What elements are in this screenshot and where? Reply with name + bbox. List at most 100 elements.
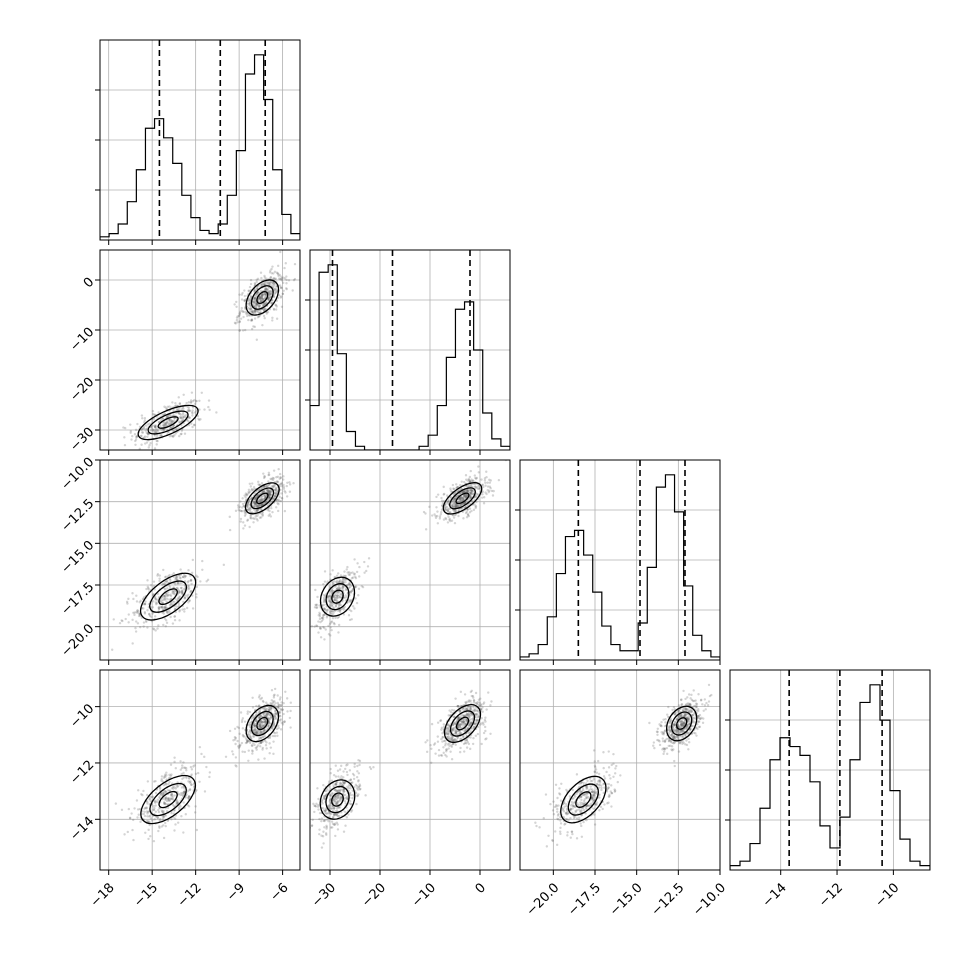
sample-point: [259, 504, 262, 508]
sample-point: [264, 281, 267, 284]
sample-point: [166, 405, 170, 409]
sample-point: [179, 416, 183, 420]
sample-point: [334, 796, 337, 799]
sample-point: [161, 417, 164, 420]
sample-point: [277, 498, 280, 501]
sample-point: [175, 427, 178, 431]
sample-point: [442, 518, 446, 521]
sample-point: [466, 714, 469, 718]
sample-point: [131, 828, 134, 832]
sample-point: [470, 488, 473, 492]
sample-point: [169, 602, 173, 606]
sample-point: [584, 812, 587, 815]
sample-point: [148, 815, 151, 818]
sample-point: [260, 726, 263, 729]
sample-point: [268, 271, 272, 274]
sample-point: [166, 797, 170, 800]
sample-point: [332, 784, 335, 787]
sample-point: [324, 809, 327, 813]
sample-point: [358, 759, 362, 763]
sample-point: [191, 607, 195, 610]
sample-point: [140, 431, 144, 434]
sample-point: [273, 292, 277, 295]
sample-point: [164, 606, 167, 610]
sample-point: [456, 724, 460, 728]
sample-point: [341, 586, 345, 589]
sample-point: [258, 305, 261, 308]
sample-point: [135, 594, 138, 597]
sample-point: [261, 486, 264, 490]
sample-point: [199, 418, 202, 421]
sample-point: [343, 793, 347, 797]
sample-point: [170, 811, 173, 815]
sample-point: [470, 714, 474, 717]
sample-point: [275, 480, 278, 483]
sample-point: [351, 781, 354, 784]
sample-point: [460, 723, 463, 726]
sample-point: [440, 496, 443, 500]
sample-point: [339, 781, 342, 785]
sample-point: [462, 497, 466, 500]
sample-point: [260, 296, 264, 299]
sample-point: [152, 804, 155, 808]
sample-point: [282, 721, 285, 724]
sample-point: [338, 594, 341, 597]
sample-point: [165, 580, 168, 583]
sample-point: [358, 575, 361, 578]
sample-point: [259, 296, 262, 300]
sample-point: [454, 730, 457, 733]
sample-point: [477, 465, 480, 468]
sample-point: [268, 493, 271, 496]
sample-point: [259, 298, 262, 301]
sample-point: [257, 480, 260, 484]
sample-point: [151, 819, 154, 822]
sample-point: [347, 586, 351, 590]
sample-point: [485, 737, 488, 740]
sample-point: [179, 413, 182, 416]
sample-point: [328, 793, 332, 797]
sample-point: [349, 778, 353, 781]
sample-point: [169, 413, 172, 417]
sample-point: [348, 779, 351, 782]
sample-point: [456, 736, 459, 739]
sample-point: [593, 764, 597, 768]
sample-point: [267, 496, 271, 499]
sample-point: [257, 504, 260, 507]
sample-point: [262, 712, 266, 716]
sample-point: [283, 509, 287, 513]
panel-3-2: −20.0 −17.5 −15.0 −12.5 −10.0: [519, 669, 729, 919]
sample-point: [182, 766, 186, 769]
sample-point: [337, 604, 341, 607]
sample-point: [176, 578, 179, 581]
sample-point: [329, 793, 333, 797]
sample-point: [460, 496, 464, 499]
sample-point: [268, 490, 272, 494]
sample-point: [280, 305, 284, 308]
sample-point: [143, 419, 147, 422]
sample-point: [134, 438, 138, 441]
sample-point: [319, 620, 322, 624]
sample-point: [436, 510, 439, 513]
sample-point: [454, 505, 457, 509]
sample-point: [271, 727, 274, 731]
sample-point: [458, 499, 462, 503]
sample-point: [146, 609, 149, 612]
sample-point: [206, 578, 210, 582]
sample-point: [270, 706, 273, 709]
sample-point: [196, 575, 199, 579]
sample-point: [174, 787, 178, 790]
sample-point: [324, 832, 328, 835]
sample-point: [463, 495, 467, 498]
sample-point: [338, 596, 342, 599]
sample-point: [342, 613, 346, 616]
sample-point: [143, 807, 146, 810]
sample-point: [250, 295, 253, 299]
sample-point: [261, 490, 265, 493]
sample-point: [322, 830, 325, 833]
sample-point: [338, 603, 341, 607]
sample-point: [348, 800, 352, 803]
sample-point: [170, 419, 174, 422]
sample-point: [183, 787, 186, 790]
sample-point: [267, 297, 270, 301]
sample-point: [432, 743, 436, 746]
